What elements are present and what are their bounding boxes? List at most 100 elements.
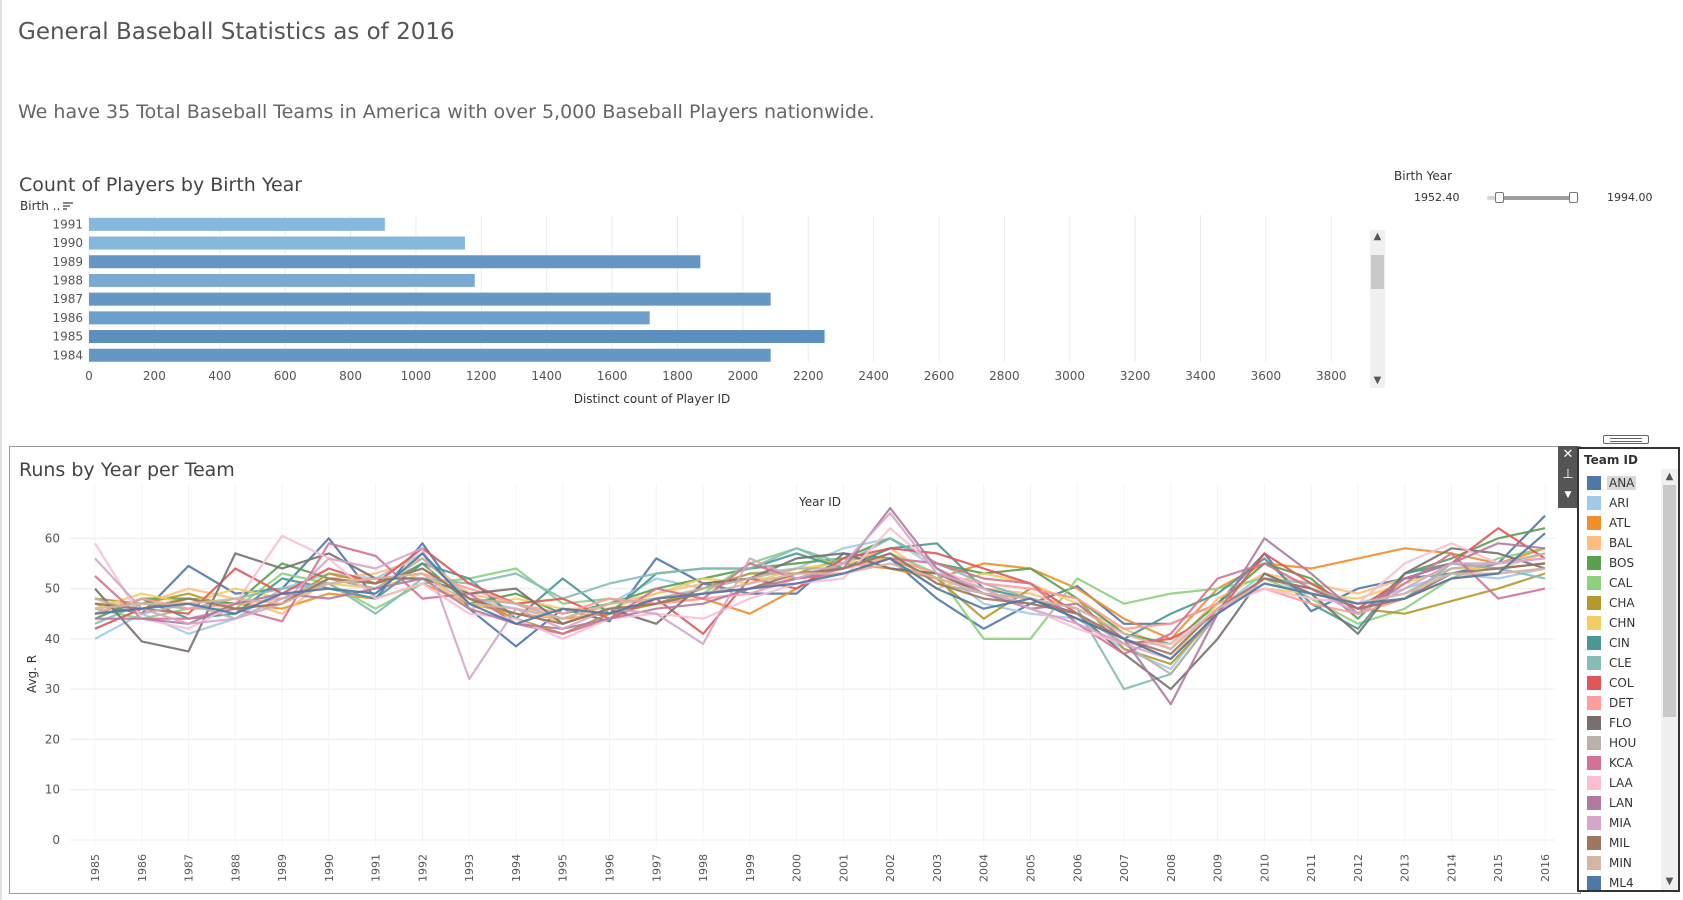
x-tick-label: 3200	[1120, 369, 1151, 383]
legend-item[interactable]: ANA	[1587, 473, 1638, 493]
x-tick-label: 1987	[183, 854, 196, 882]
legend-swatch	[1587, 536, 1601, 550]
x-tick-label: 0	[85, 369, 93, 383]
x-tick-label: 3800	[1316, 369, 1347, 383]
y-tick-label: 50	[45, 582, 60, 596]
legend-item[interactable]: MIN	[1587, 853, 1638, 873]
legend-item[interactable]: ATL	[1587, 513, 1638, 533]
bar	[89, 255, 701, 269]
legend-swatch	[1587, 476, 1601, 490]
legend-label: DET	[1609, 696, 1634, 710]
legend-swatch	[1587, 616, 1601, 630]
legend-swatch	[1587, 556, 1601, 570]
scroll-up-icon[interactable]: ▲	[1373, 231, 1382, 242]
legend-label: CAL	[1609, 576, 1633, 590]
range-slider-max-handle[interactable]	[1569, 192, 1578, 203]
scroll-down-icon[interactable]: ▼	[1665, 876, 1674, 887]
bar	[89, 217, 385, 231]
legend-item[interactable]: FLO	[1587, 713, 1638, 733]
y-tick-label: 1990	[52, 236, 83, 250]
legend-label: MIA	[1609, 816, 1632, 830]
legend-swatch	[1587, 656, 1601, 670]
y-tick-label: 1989	[52, 255, 83, 269]
legend-label: MIL	[1609, 836, 1630, 850]
bar-chart-title: Count of Players by Birth Year	[19, 174, 303, 196]
legend-label: ML4	[1609, 876, 1634, 890]
x-tick-label: 1986	[136, 854, 149, 882]
y-axis-label: Birth ..	[20, 200, 60, 213]
bar-chart-scrollbar[interactable]: ▲ ▼	[1370, 230, 1385, 388]
x-tick-label: 2010	[1258, 854, 1271, 882]
legend-swatch	[1587, 596, 1601, 610]
team-legend: Team ID ANA ARI ATL BAL BOS CAL CHA CHN CIN CLE CO…	[1577, 447, 1680, 892]
x-tick-label: 1998	[697, 854, 710, 882]
series-line-flo	[94, 547, 1546, 691]
legend-item[interactable]: HOU	[1587, 733, 1638, 753]
left-divider	[0, 0, 2, 900]
close-icon[interactable]: ✕	[1562, 447, 1574, 462]
legend-item[interactable]: CHA	[1587, 593, 1638, 613]
dropdown-icon[interactable]: ▼	[1564, 490, 1572, 500]
legend-label: LAN	[1609, 796, 1634, 810]
x-tick-label: 2016	[1539, 854, 1552, 882]
range-slider-min-handle[interactable]	[1495, 192, 1504, 203]
legend-item[interactable]: CLE	[1587, 653, 1638, 673]
x-tick-label: 2001	[837, 854, 850, 882]
legend-label: CLE	[1609, 656, 1632, 670]
legend-item[interactable]: KCA	[1587, 753, 1638, 773]
x-tick-label: 2008	[1165, 854, 1178, 882]
x-tick-label: 2004	[978, 854, 991, 882]
legend-item[interactable]: ML4	[1587, 873, 1638, 890]
birth-year-filter: Birth Year 1952.40 1994.00	[1385, 165, 1675, 215]
y-tick-label: 60	[45, 531, 60, 545]
legend-scrollbar[interactable]: ▲ ▼	[1661, 469, 1678, 890]
legend-label: ANA	[1607, 476, 1637, 490]
legend-swatch	[1587, 876, 1601, 890]
legend-item[interactable]: COL	[1587, 673, 1638, 693]
legend-item[interactable]: CIN	[1587, 633, 1638, 653]
legend-swatch	[1587, 696, 1601, 710]
legend-swatch	[1587, 496, 1601, 510]
legend-item[interactable]: CAL	[1587, 573, 1638, 593]
x-tick-label: 2005	[1024, 854, 1037, 882]
scroll-down-icon[interactable]: ▼	[1373, 375, 1382, 386]
x-tick-label: 2011	[1305, 854, 1318, 882]
legend-drag-grip[interactable]	[1603, 435, 1649, 444]
bar-chart: 0 200 400 600 800 1000 1200 1400 1600 1800 2000 220…	[20, 200, 1347, 406]
legend-item[interactable]: MIL	[1587, 833, 1638, 853]
legend-label: KCA	[1609, 756, 1633, 770]
legend-swatch	[1587, 676, 1601, 690]
x-tick-label: 1400	[531, 369, 562, 383]
scrollbar-thumb[interactable]	[1371, 255, 1384, 289]
legend-item[interactable]: LAN	[1587, 793, 1638, 813]
legend-swatch	[1587, 716, 1601, 730]
x-tick-label: 1993	[463, 854, 476, 882]
legend-item[interactable]: LAA	[1587, 773, 1638, 793]
page-subtitle: We have 35 Total Baseball Teams in Ameri…	[18, 101, 875, 123]
legend-item[interactable]: CHN	[1587, 613, 1638, 633]
bar	[89, 311, 650, 325]
bar	[89, 330, 825, 344]
filter-min-value: 1952.40	[1414, 191, 1460, 204]
scrollbar-thumb[interactable]	[1663, 485, 1676, 717]
x-tick-label: 1985	[89, 854, 102, 882]
legend-item[interactable]: ARI	[1587, 493, 1638, 513]
line-chart-title: Runs by Year per Team	[19, 459, 235, 481]
legend-label: MIN	[1609, 856, 1632, 870]
x-tick-label: 1994	[510, 854, 523, 882]
legend-label: BOS	[1609, 556, 1635, 570]
filter-max-value: 1994.00	[1607, 191, 1653, 204]
y-tick-label: 10	[45, 783, 60, 797]
legend-item[interactable]: MIA	[1587, 813, 1638, 833]
x-tick-label: 1990	[323, 854, 336, 882]
legend-swatch	[1587, 516, 1601, 530]
x-tick-label: 800	[339, 369, 362, 383]
x-tick-label: 400	[208, 369, 231, 383]
legend-item[interactable]: DET	[1587, 693, 1638, 713]
pin-icon[interactable]: ⊥	[1562, 467, 1574, 482]
bar	[89, 273, 475, 287]
x-tick-label: 2000	[791, 854, 804, 882]
scroll-up-icon[interactable]: ▲	[1665, 471, 1674, 482]
legend-item[interactable]: BAL	[1587, 533, 1638, 553]
legend-item[interactable]: BOS	[1587, 553, 1638, 573]
